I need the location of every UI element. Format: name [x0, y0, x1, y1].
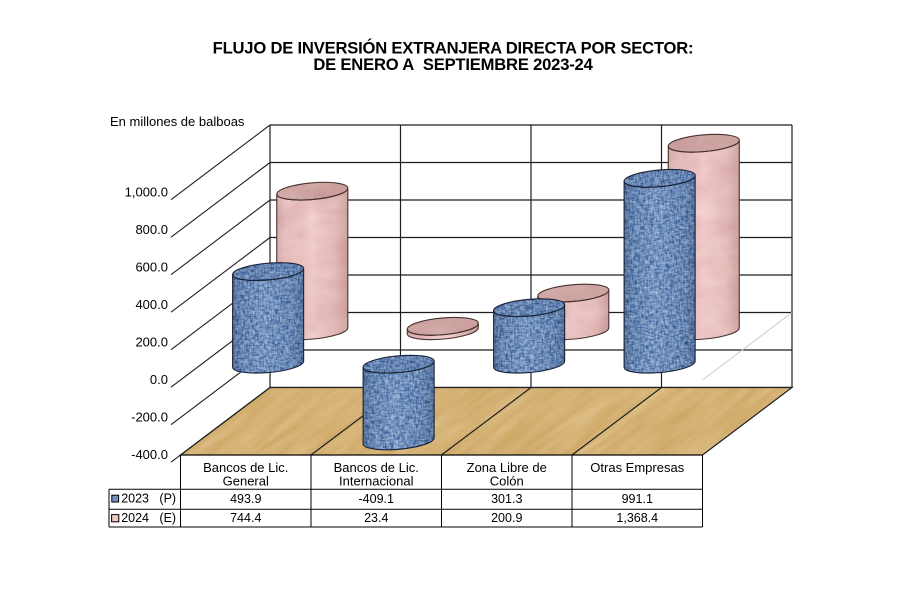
svg-text:991.1: 991.1 — [622, 492, 653, 506]
svg-text:En millones de balboas: En millones de balboas — [110, 114, 245, 129]
svg-text:2024 (E): 2024 (E) — [121, 511, 176, 525]
svg-text:Zona Libre de: Zona Libre de — [467, 460, 547, 475]
svg-text:-400.0: -400.0 — [131, 447, 168, 462]
svg-text:800.0: 800.0 — [135, 222, 168, 237]
svg-text:1,000.0: 1,000.0 — [125, 185, 168, 200]
svg-text:0.0: 0.0 — [150, 372, 168, 387]
svg-text:744.4: 744.4 — [230, 511, 261, 525]
svg-text:23.4: 23.4 — [364, 511, 388, 525]
svg-text:Bancos de Lic.: Bancos de Lic. — [334, 460, 419, 475]
svg-text:200.9: 200.9 — [491, 511, 522, 525]
svg-text:-409.1: -409.1 — [359, 492, 394, 506]
svg-text:400.0: 400.0 — [135, 297, 168, 312]
svg-text:-200.0: -200.0 — [131, 410, 168, 425]
svg-text:600.0: 600.0 — [135, 260, 168, 275]
svg-text:493.9: 493.9 — [230, 492, 261, 506]
svg-text:DE ENERO A SEPTIEMBRE 2023-24: DE ENERO A SEPTIEMBRE 2023-24 — [313, 55, 593, 74]
svg-text:Colón: Colón — [490, 473, 524, 488]
svg-text:FLUJO DE INVERSIÓN EXTRANJERA: FLUJO DE INVERSIÓN EXTRANJERA DIRECTA PO… — [213, 38, 694, 57]
svg-text:Internacional: Internacional — [339, 473, 414, 488]
svg-text:General: General — [223, 473, 269, 488]
svg-text:Bancos de Lic.: Bancos de Lic. — [203, 460, 288, 475]
svg-text:301.3: 301.3 — [491, 492, 522, 506]
svg-text:200.0: 200.0 — [135, 335, 168, 350]
svg-text:2023 (P): 2023 (P) — [121, 492, 176, 506]
svg-text:Otras Empresas: Otras Empresas — [590, 460, 684, 475]
svg-text:1,368.4: 1,368.4 — [616, 511, 658, 525]
